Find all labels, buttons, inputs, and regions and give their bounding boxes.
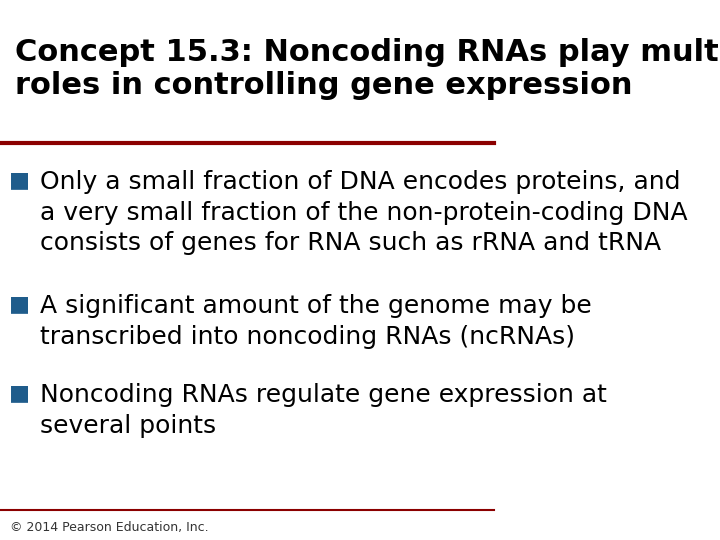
Text: A significant amount of the genome may be
transcribed into noncoding RNAs (ncRNA: A significant amount of the genome may b… (40, 294, 591, 349)
Text: © 2014 Pearson Education, Inc.: © 2014 Pearson Education, Inc. (10, 521, 209, 534)
Text: ■: ■ (9, 294, 30, 314)
Text: ■: ■ (9, 383, 30, 403)
Text: Noncoding RNAs regulate gene expression at
several points: Noncoding RNAs regulate gene expression … (40, 383, 606, 438)
Text: Only a small fraction of DNA encodes proteins, and
a very small fraction of the : Only a small fraction of DNA encodes pro… (40, 170, 687, 255)
Text: ■: ■ (9, 170, 30, 190)
Text: Concept 15.3: Noncoding RNAs play multiple
roles in controlling gene expression: Concept 15.3: Noncoding RNAs play multip… (15, 38, 720, 100)
